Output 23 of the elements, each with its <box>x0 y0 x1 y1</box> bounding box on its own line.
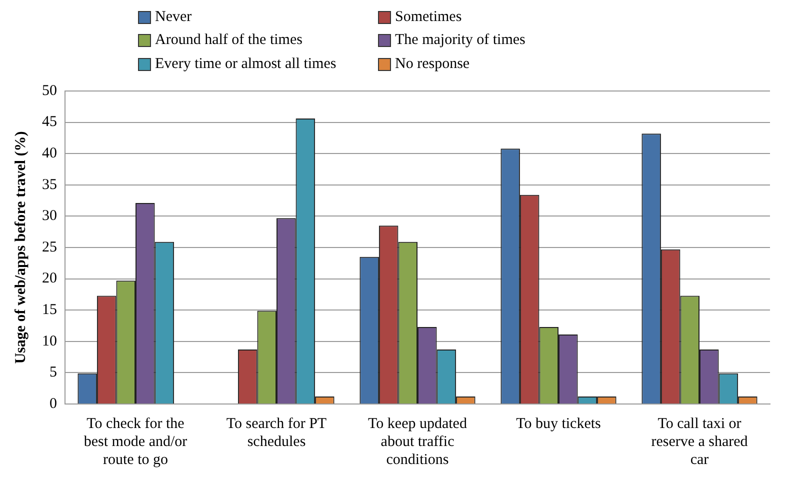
y-tick-label: 0 <box>50 396 57 412</box>
y-tick-label: 5 <box>50 364 57 381</box>
legend-label: Never <box>155 9 192 26</box>
y-tick-label: 45 <box>42 114 57 130</box>
legend-label: Around half of the times <box>155 32 302 50</box>
x-tick-label: To search for PT schedules <box>226 416 327 450</box>
legend-label: No response <box>395 56 470 73</box>
x-tick-label: To buy tickets <box>516 416 602 432</box>
y-tick-label: 20 <box>42 270 57 287</box>
y-tick-label: 40 <box>42 146 57 162</box>
legend-label: Every time or almost all times <box>155 56 336 73</box>
y-tick-label: 10 <box>42 333 57 350</box>
legend-label: The majority of times <box>395 32 526 50</box>
y-axis-title: Usage of web/apps before travel (%) <box>12 131 29 364</box>
x-tick-label: To call taxi or reserve a shared car <box>651 416 748 468</box>
y-tick-label: 50 <box>42 82 57 99</box>
y-tick-label: 35 <box>42 176 57 193</box>
x-tick-label: To check for the best mode and/or route to go <box>84 416 188 468</box>
y-tick-label: 15 <box>42 302 57 318</box>
y-tick-label: 25 <box>42 239 57 256</box>
legend-label: Sometimes <box>395 9 462 26</box>
y-tick-label: 30 <box>42 208 57 224</box>
x-tick-label: To keep updated about traffic conditions <box>368 416 468 468</box>
